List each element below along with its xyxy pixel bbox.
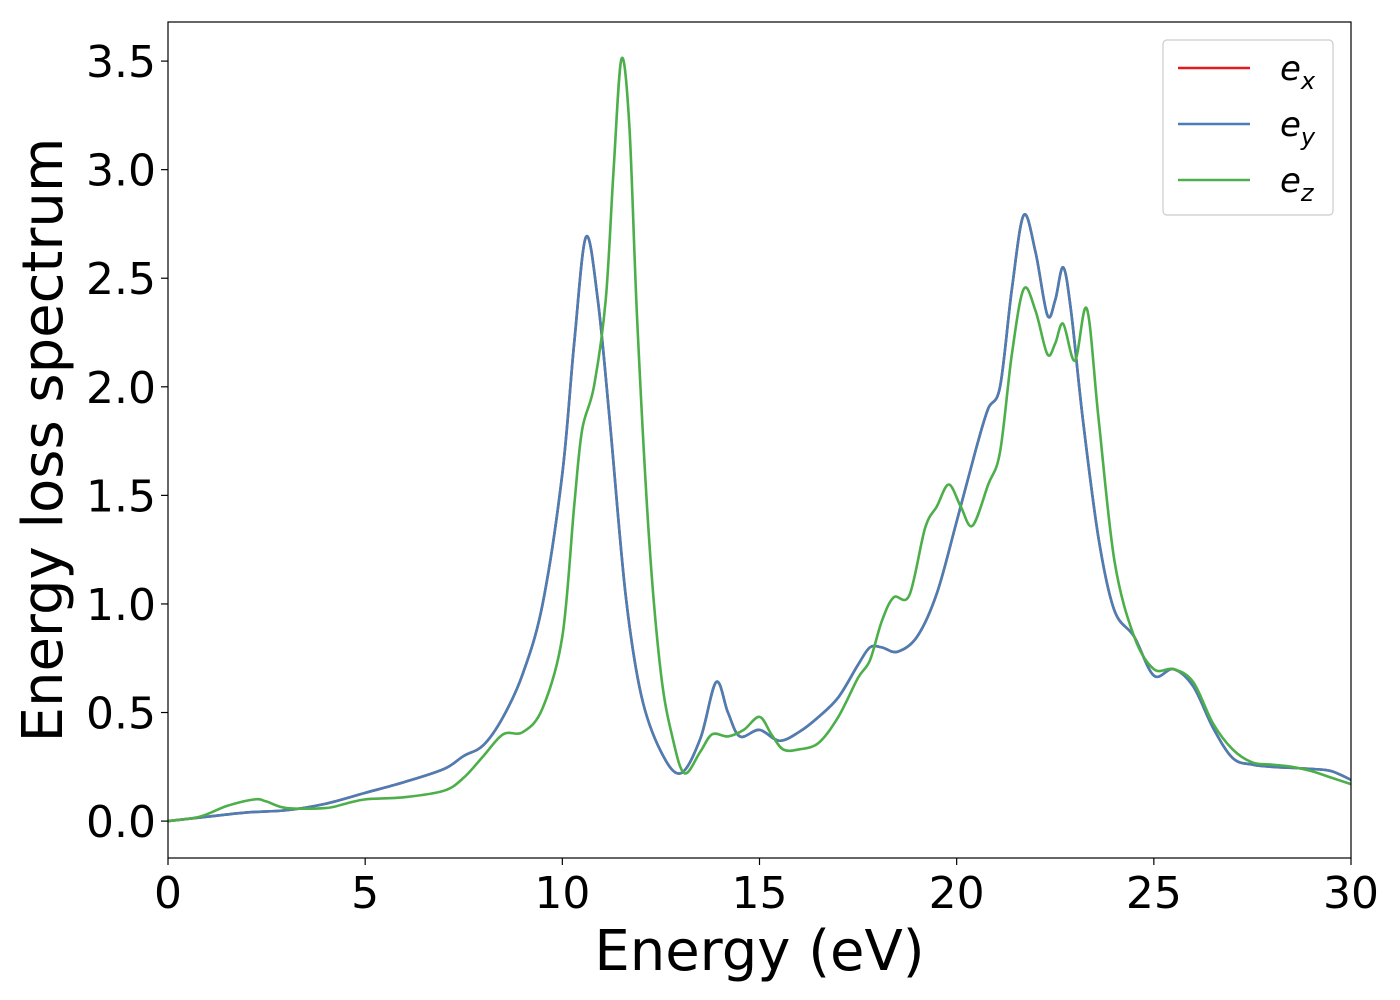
y-tick-label: 0.5 (86, 689, 156, 740)
y-tick-label: 2.5 (86, 254, 156, 305)
y-tick-label: 3.0 (86, 146, 156, 197)
y-axis-label: Energy loss spectrum (11, 138, 76, 743)
y-tick-label: 0.0 (86, 797, 156, 848)
series-layer (167, 56, 1352, 823)
x-axis-label: Energy (eV) (594, 919, 924, 984)
x-tick-label: 0 (154, 868, 182, 919)
x-tick-label: 20 (929, 868, 985, 919)
x-tick-label: 15 (732, 868, 788, 919)
x-tick-label: 30 (1323, 868, 1379, 919)
series-line-ez (167, 56, 1352, 823)
x-tick-label: 25 (1126, 868, 1182, 919)
y-tick-label: 1.5 (86, 471, 156, 522)
legend-box (1162, 39, 1334, 216)
y-tick-label: 1.0 (86, 580, 156, 631)
x-tick-label: 5 (351, 868, 379, 919)
y-tick-label: 2.0 (86, 363, 156, 414)
y-axis: 0.0 0.5 1.0 1.5 2.0 2.5 3.0 3.5 (86, 37, 168, 848)
x-axis: 0 5 10 15 20 25 30 (154, 858, 1379, 919)
x-tick-label: 10 (534, 868, 590, 919)
series-line-ey (167, 213, 1352, 823)
y-tick-label: 3.5 (86, 37, 156, 88)
